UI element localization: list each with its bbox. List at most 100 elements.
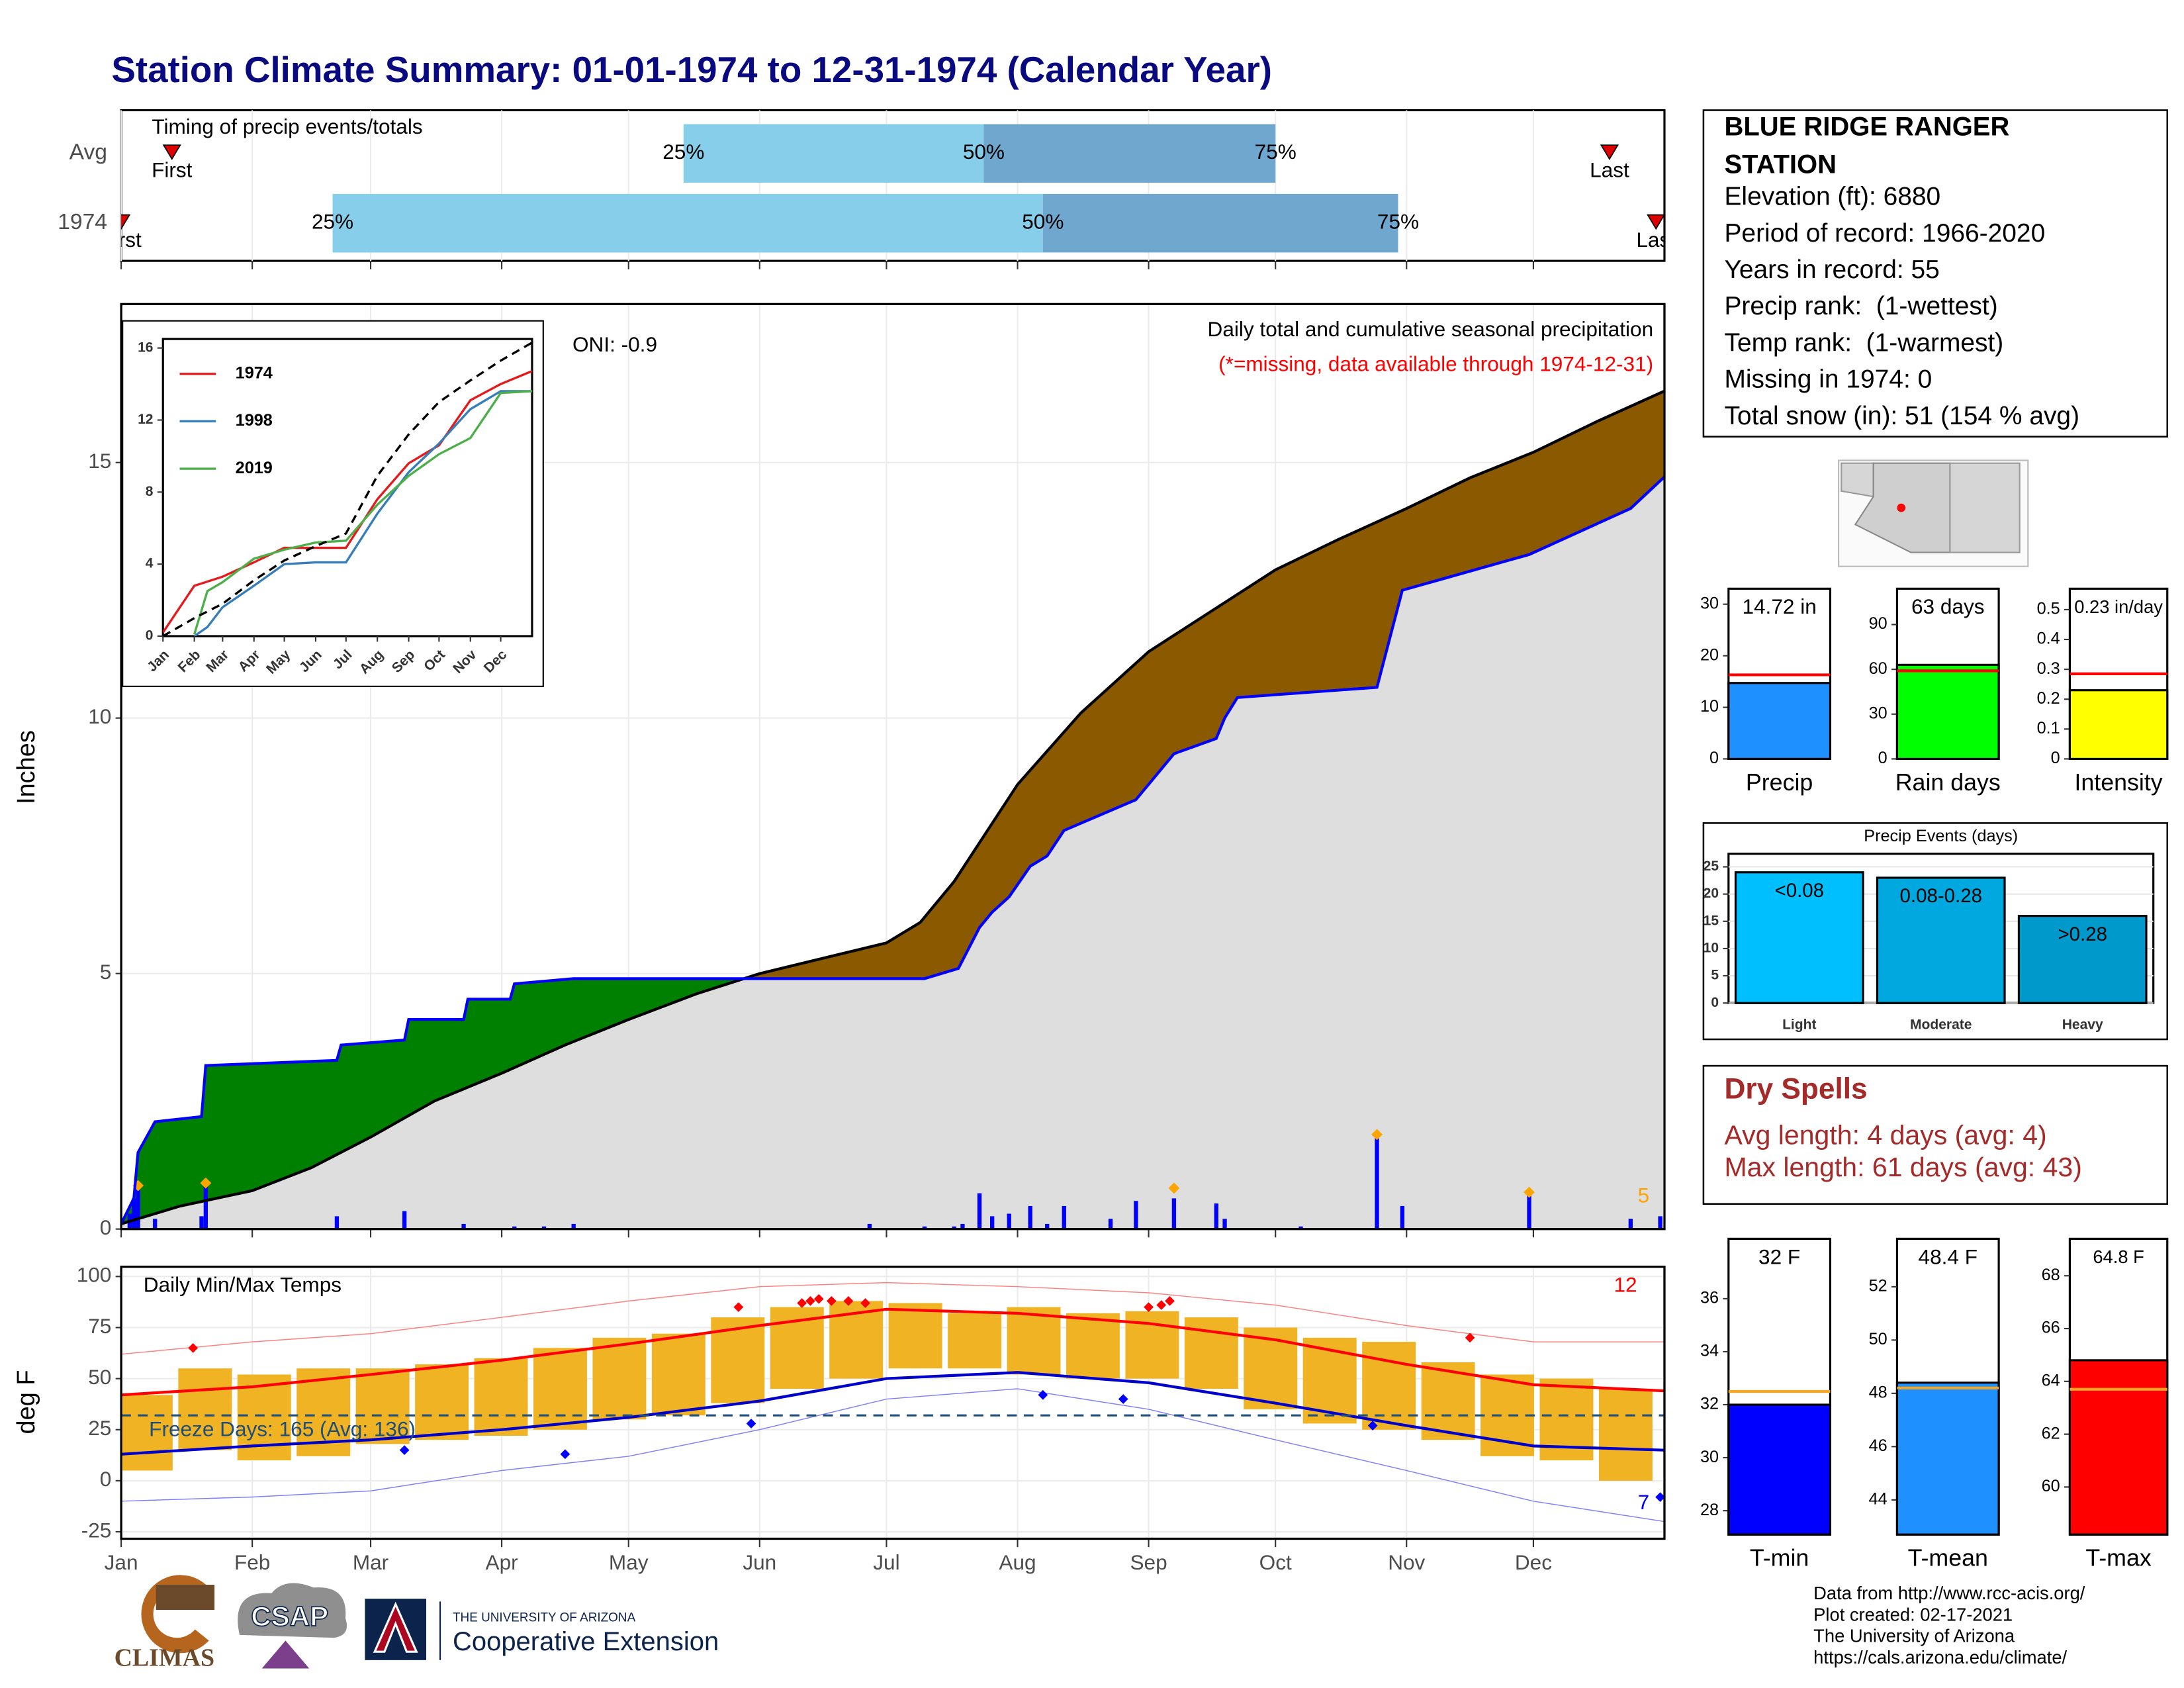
event-marker	[1600, 144, 1619, 160]
daily-bar	[512, 1226, 517, 1229]
station-info: Period of record: 1966-2020	[1724, 219, 2045, 248]
temp-range-bar	[592, 1337, 647, 1420]
y-tick-label: 90	[1869, 614, 1888, 633]
y-tick-label: 50	[1869, 1330, 1888, 1348]
precip-layers	[121, 389, 1664, 1229]
daily-bar	[1007, 1213, 1011, 1229]
oni-label: ONI: -0.9	[572, 332, 657, 356]
value-label: 48.4 F	[1919, 1244, 1978, 1268]
y-tick-label: 0.4	[2037, 630, 2060, 648]
y-tick-label: 0	[100, 1467, 112, 1491]
y-tick-label: 60	[1869, 659, 1888, 678]
quantile-label: 50%	[963, 140, 1005, 164]
bar	[1727, 682, 1832, 761]
bin-label: >0.28	[2058, 923, 2107, 945]
top-event	[1524, 1186, 1535, 1198]
x-tick-label: Nov	[1388, 1550, 1425, 1574]
y-tick-label: 75	[88, 1314, 111, 1338]
y-tick-label: 16	[138, 340, 153, 355]
temp-range-bar	[1362, 1342, 1416, 1430]
footer-line: Data from http://www.rcc-acis.org/	[1813, 1583, 2085, 1603]
station-info: Precip rank: (1-wettest)	[1724, 292, 1997, 320]
daily-bar	[132, 1198, 136, 1229]
daily-bar	[1628, 1219, 1633, 1229]
daily-bar	[402, 1211, 407, 1229]
y-tick-label: 10	[1700, 697, 1719, 716]
daily-bar	[922, 1226, 927, 1229]
y-tick-label: 20	[1704, 886, 1719, 901]
extension-text: Cooperative Extension	[453, 1627, 719, 1656]
inset-lines	[163, 342, 532, 636]
category-label: Precip	[1746, 769, 1813, 796]
y-tick-label: 62	[2042, 1424, 2060, 1442]
footer-line: The University of Arizona	[1813, 1626, 2015, 1646]
early-span	[332, 193, 1043, 253]
y-tick-label: 10	[88, 704, 111, 728]
y-tick-label: 0.5	[2037, 600, 2060, 618]
y-tick-label: 0	[1711, 995, 1719, 1010]
y-tick-label: 8	[146, 484, 154, 499]
y-tick-label: 36	[1700, 1289, 1719, 1307]
x-tick-label: Dec	[1515, 1550, 1552, 1574]
y-tick-label: 12	[138, 412, 153, 427]
quantile-label: 50%	[1022, 210, 1064, 234]
temp-range-bar	[533, 1348, 587, 1430]
temp-line	[121, 1388, 1664, 1523]
value-label: 64.8 F	[2093, 1246, 2144, 1267]
series-line	[163, 370, 532, 633]
category-label: T-mean	[1908, 1545, 1988, 1571]
record-high-count: 12	[1614, 1272, 1637, 1296]
record-marker	[1165, 1296, 1175, 1306]
station-info: Years in record: 55	[1724, 256, 1939, 284]
station-info: Total snow (in): 51 (154 % avg)	[1724, 402, 2079, 430]
x-tick-label: Feb	[234, 1550, 270, 1574]
y-tick-label: 0.1	[2037, 719, 2060, 737]
csap-logo-text: CSAP	[251, 1601, 328, 1632]
temp-range-bar	[178, 1368, 232, 1450]
daily-bar	[1298, 1226, 1303, 1229]
category-label: Light	[1782, 1017, 1816, 1033]
average-line	[121, 389, 1664, 1225]
bar	[2068, 1359, 2169, 1536]
temp-range-bar	[355, 1368, 410, 1444]
x-tick-label: Jan	[105, 1550, 138, 1574]
y-tick-label: 100	[77, 1263, 112, 1287]
footer-line: https://cals.arizona.edu/climate/	[1813, 1647, 2067, 1667]
event-marker	[162, 144, 181, 160]
daily-bar	[1028, 1205, 1032, 1229]
y-tick-label: 30	[1869, 704, 1888, 722]
csap-mountain	[261, 1640, 310, 1669]
record-marker	[1367, 1421, 1378, 1430]
dry-spells-box	[1702, 1064, 2169, 1205]
daily-bar	[990, 1216, 995, 1229]
quantile-label: 25%	[312, 210, 353, 234]
chart-title: Daily total and cumulative seasonal prec…	[1208, 317, 1654, 341]
daily-bar	[1171, 1198, 1177, 1229]
record-low-count: 7	[1638, 1490, 1650, 1514]
category-label: Moderate	[1910, 1017, 1972, 1033]
x-tick-label: Aug	[999, 1550, 1036, 1574]
temp-range-bar	[1007, 1307, 1061, 1375]
y-tick-label: 0	[1878, 749, 1888, 767]
daily-bar	[1658, 1216, 1662, 1229]
daily-bar	[1134, 1201, 1138, 1229]
bar	[1895, 663, 2000, 761]
top-event	[200, 1177, 212, 1189]
daily-bar	[1108, 1219, 1113, 1229]
row-label: Avg	[69, 140, 107, 165]
y-axis-label: Inches	[13, 730, 40, 804]
x-tick-label: Jul	[873, 1550, 899, 1574]
plot-border	[120, 1265, 1666, 1540]
bar	[1895, 1382, 2000, 1536]
y-tick-label: 64	[2042, 1371, 2060, 1389]
event-label: First	[152, 158, 193, 182]
series-line	[193, 390, 532, 636]
legend-label: 1974	[236, 363, 273, 382]
x-tick-label: May	[609, 1550, 649, 1574]
record-marker	[1118, 1394, 1128, 1404]
top-event-count: 5	[1638, 1184, 1650, 1207]
daily-bar	[1045, 1223, 1050, 1229]
daily-bar	[952, 1226, 956, 1229]
daily-bar	[1400, 1205, 1405, 1229]
footer-line: Plot created: 02-17-2021	[1813, 1604, 2013, 1624]
